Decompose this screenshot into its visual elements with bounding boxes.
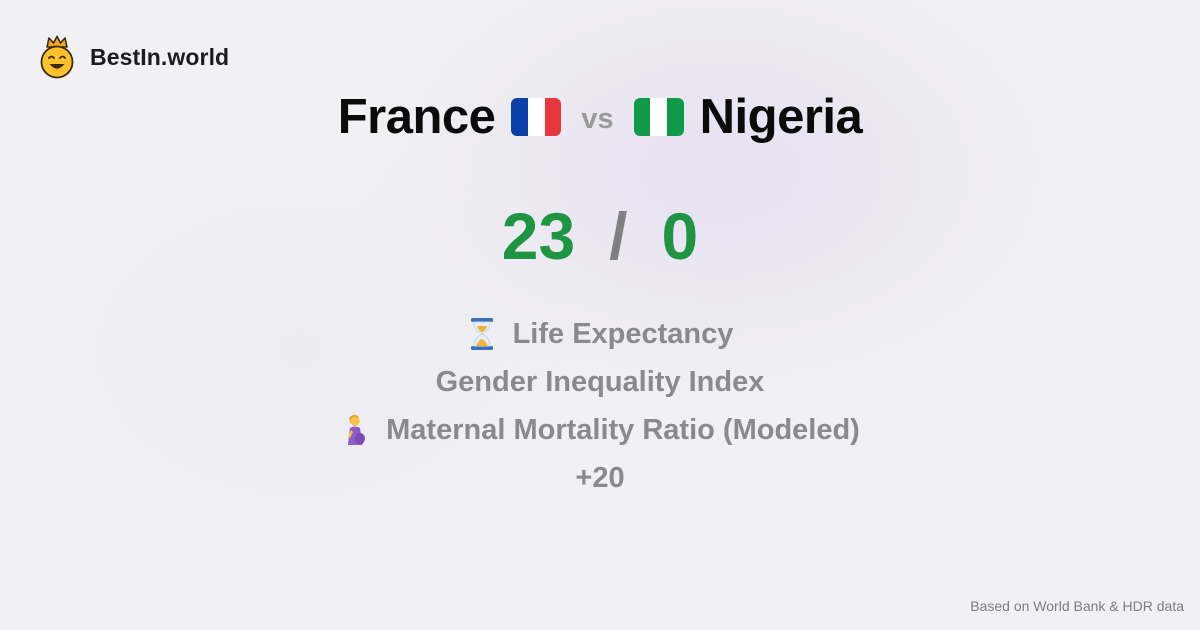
pregnant-woman-icon xyxy=(348,414,366,445)
more-metrics-label: +20 xyxy=(575,461,625,494)
versus-label: vs xyxy=(581,102,614,135)
data-source-note: Based on World Bank & HDR data xyxy=(970,598,1184,614)
more-metrics-count[interactable]: +20 xyxy=(0,454,1200,502)
metric-item[interactable]: Gender Inequality Index xyxy=(0,358,1200,406)
brand[interactable]: BestIn.world xyxy=(38,35,230,79)
metric-label: Gender Inequality Index xyxy=(435,365,765,398)
metric-label: Life Expectancy xyxy=(512,317,734,350)
metrics-list: Life Expectancy Gender Inequality Index … xyxy=(0,310,1200,502)
score: 23 / 0 xyxy=(0,196,1200,276)
country-a-name[interactable]: France xyxy=(337,90,496,144)
score-separator: / xyxy=(609,199,628,273)
nigeria-flag-icon xyxy=(633,98,684,136)
hourglass-icon xyxy=(470,318,493,350)
metric-item[interactable]: Maternal Mortality Ratio (Modeled) xyxy=(0,406,1200,454)
metric-item[interactable]: Life Expectancy xyxy=(0,310,1200,358)
score-country-b: 0 xyxy=(661,199,699,273)
comparison-title: France vs Nigeria xyxy=(0,84,1200,150)
crowned-smiley-logo-icon xyxy=(40,35,74,79)
brand-name: BestIn.world xyxy=(90,43,230,70)
country-b-name[interactable]: Nigeria xyxy=(699,90,863,144)
metric-label: Maternal Mortality Ratio (Modeled) xyxy=(386,413,860,446)
score-country-a: 23 xyxy=(501,199,576,273)
france-flag-icon xyxy=(511,98,562,136)
